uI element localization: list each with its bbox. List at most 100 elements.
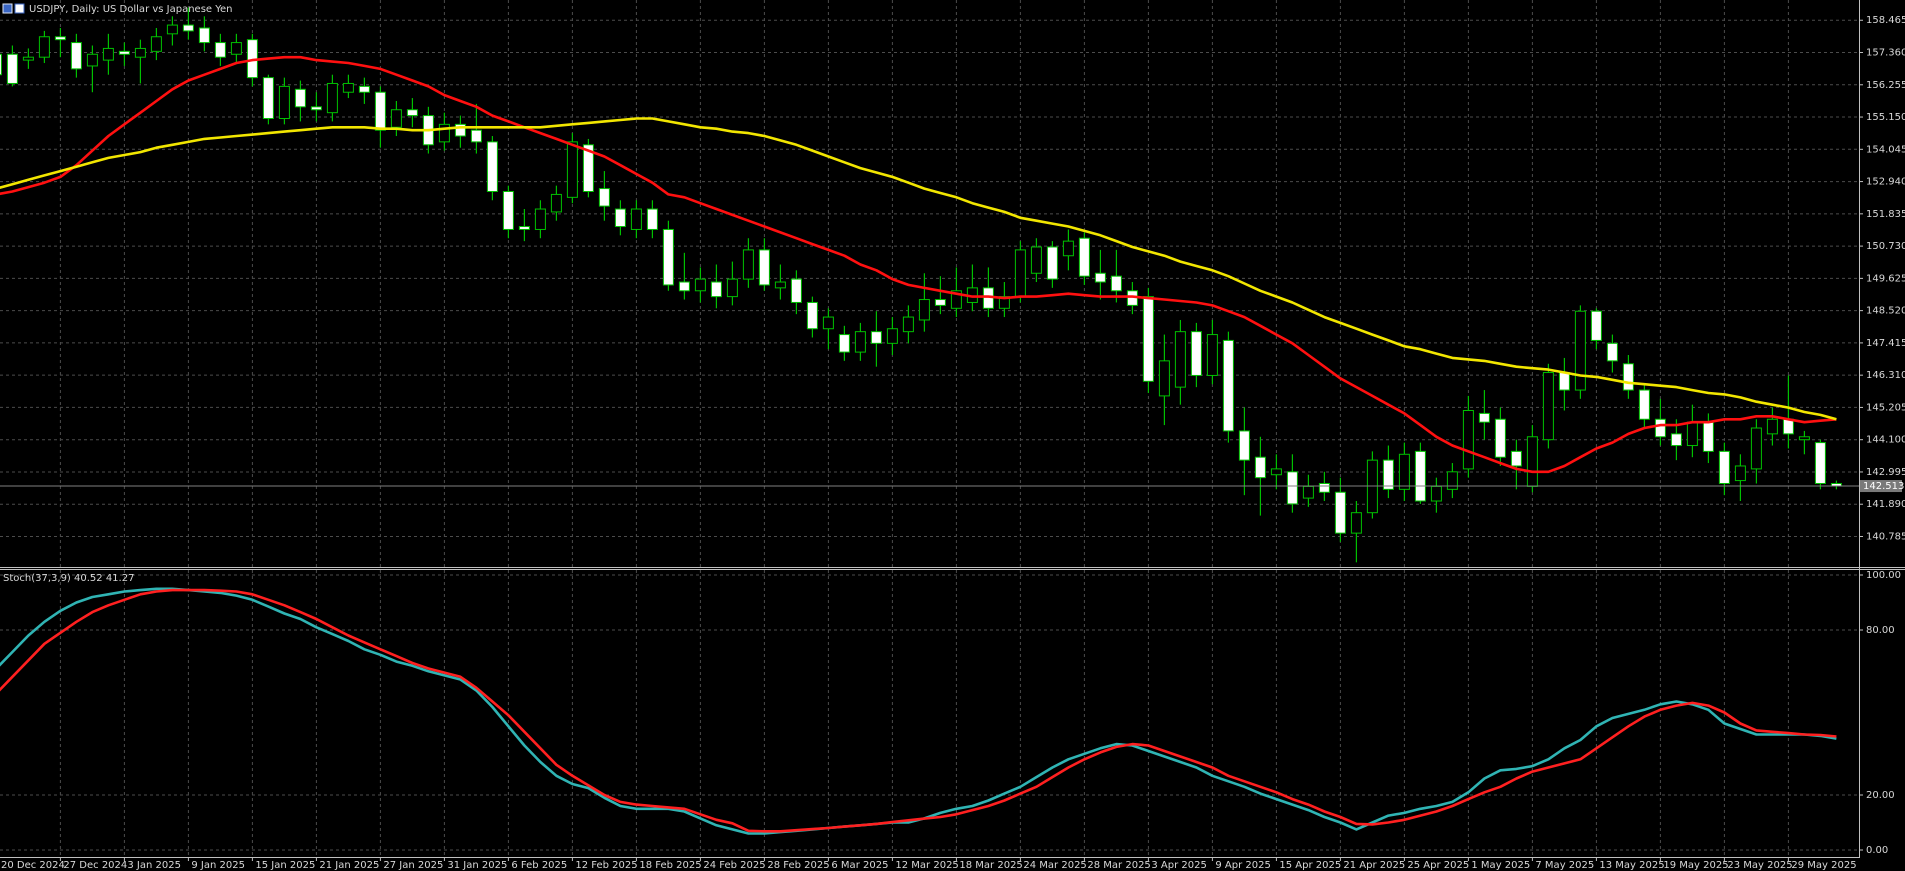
candle-body (1670, 433, 1682, 447)
y-tick-label: 20.00 (1866, 790, 1895, 801)
y-tick-label: 144.100 (1866, 435, 1905, 446)
candle-body (1062, 240, 1074, 257)
indicator-title: Stoch(37,3,9) 40.52 41.27 (3, 573, 134, 584)
candle-body (1046, 246, 1058, 280)
candle-body (166, 24, 178, 35)
candle-body (1766, 418, 1778, 435)
y-tick-label: 152.940 (1866, 177, 1905, 188)
candle-body (406, 109, 418, 117)
candle-body (1382, 459, 1394, 490)
x-tick-label: 13 May 2025 (1599, 860, 1664, 871)
candle-body (1750, 427, 1762, 470)
candle-body (502, 191, 514, 230)
candle-body (38, 36, 50, 58)
candle-body (614, 208, 626, 228)
candle-body (550, 193, 562, 213)
candle-body (374, 91, 386, 131)
candle-body (1558, 372, 1570, 391)
x-tick-label: 15 Jan 2025 (255, 860, 315, 871)
candle-body (1190, 331, 1202, 376)
marks (0, 7, 1859, 835)
y-tick-label: 158.465 (1866, 15, 1905, 26)
x-tick-label: 21 Jan 2025 (319, 860, 379, 871)
candle-body (1206, 334, 1218, 376)
candle-body (310, 106, 322, 111)
candle-body (694, 278, 706, 292)
candle-body (742, 249, 754, 280)
candle-body (598, 188, 610, 207)
candle-body (1030, 246, 1042, 274)
candle-body (822, 316, 834, 330)
candle-body (1526, 436, 1538, 487)
x-tick-label: 18 Mar 2025 (959, 860, 1022, 871)
x-tick-label: 12 Mar 2025 (895, 860, 958, 871)
candle-body (1638, 389, 1650, 420)
x-tick-label: 31 Jan 2025 (447, 860, 507, 871)
y-tick-label: 146.310 (1866, 370, 1905, 381)
candle-body (22, 56, 34, 61)
candle-body (1494, 418, 1506, 458)
candle-body (838, 334, 850, 353)
current-price-label: 142.513 (1863, 481, 1904, 492)
candle-body (1174, 331, 1186, 388)
y-tick-label: 148.520 (1866, 306, 1905, 317)
x-tick-label: 12 Feb 2025 (575, 860, 637, 871)
y-tick-label: 147.415 (1866, 338, 1905, 349)
candle-body (582, 144, 594, 193)
x-tick-label: 19 May 2025 (1663, 860, 1728, 871)
candle-body (1238, 430, 1250, 461)
current-price-box (1860, 480, 1902, 493)
candle-body (86, 53, 98, 67)
x-tick-label: 15 Apr 2025 (1279, 860, 1341, 871)
x-tick-label: 21 Apr 2025 (1343, 860, 1405, 871)
candle-body (454, 123, 466, 137)
candle-body (1462, 409, 1474, 470)
candle-body (1718, 450, 1730, 484)
candle-body (70, 42, 82, 70)
y-tick-label: 100.00 (1866, 570, 1901, 581)
candle-body (1478, 412, 1490, 423)
y-tick-label: 150.730 (1866, 241, 1905, 252)
candle-body (1110, 275, 1122, 292)
x-tick-label: 25 Apr 2025 (1407, 860, 1469, 871)
x-tick-label: 6 Mar 2025 (831, 860, 888, 871)
candle-body (1014, 249, 1026, 298)
y-tick-label: 155.150 (1866, 112, 1905, 123)
y-tick-label: 141.890 (1866, 499, 1905, 510)
candle-body (1430, 485, 1442, 502)
candle-body (230, 42, 242, 55)
candle-body (1574, 310, 1586, 391)
candle-body (1334, 491, 1346, 534)
x-tick-label: 9 Jan 2025 (191, 860, 245, 871)
y-tick-label: 154.045 (1866, 144, 1905, 155)
chart-title: USDJPY, Daily: US Dollar vs Japanese Yen (29, 4, 233, 15)
candle-body (1142, 296, 1154, 382)
candle-body (726, 278, 738, 298)
x-tick-label: 27 Dec 2024 (63, 860, 127, 871)
candle-body (0, 53, 2, 76)
candle-body (1814, 442, 1826, 484)
candle-body (1510, 450, 1522, 467)
candle-body (358, 85, 370, 93)
candle-body (1798, 436, 1810, 441)
candle-body (1702, 421, 1714, 452)
candle-body (1398, 453, 1410, 490)
candle-body (134, 47, 146, 58)
candle-body (886, 328, 898, 344)
candle-body (662, 228, 674, 286)
candle-body (326, 82, 338, 114)
candle-body (214, 42, 226, 58)
candle-body (1270, 468, 1282, 476)
x-tick-label: 23 May 2025 (1727, 860, 1792, 871)
candle-body (1254, 456, 1266, 479)
candle-body (390, 109, 402, 128)
menu-icon[interactable] (2, 3, 13, 14)
candle-body (1606, 342, 1618, 362)
candle-body (806, 301, 818, 330)
chart-icon[interactable] (14, 3, 25, 14)
candle-body (294, 88, 306, 108)
x-tick-label: 27 Jan 2025 (383, 860, 443, 871)
candle-body (934, 299, 946, 306)
